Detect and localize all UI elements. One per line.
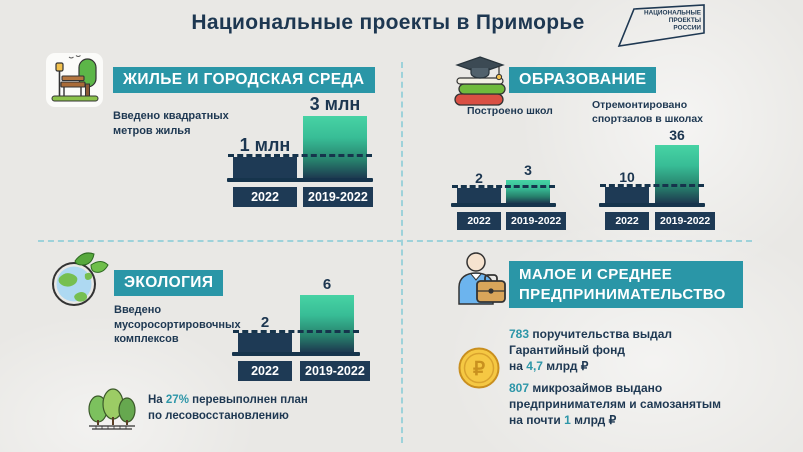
flag-outline-icon: НАЦИОНАЛЬНЫЕ ПРОЕКТЫ РОССИИ — [617, 4, 705, 48]
housing-chart-title: Введено квадратных метров жилья — [113, 110, 229, 137]
text-segment: На — [148, 394, 166, 406]
value-label: 10 — [619, 169, 635, 185]
reference-dashed-line — [452, 185, 555, 188]
category-label-2019-2022: 2019-2022 — [303, 187, 373, 207]
text-segment: микрозаймов выдано — [529, 381, 663, 395]
value-label: 6 — [322, 276, 332, 293]
text-segment: млрд ₽ — [542, 358, 589, 373]
text-segment: предпринимателям и самозанятым — [509, 396, 722, 411]
text-line: предпринимателям и самозанятым — [509, 397, 759, 413]
text-line: На 27% перевыполнен план — [148, 392, 308, 408]
category-axis: 2022 2019-2022 — [605, 212, 716, 230]
chart-baseline — [599, 203, 705, 207]
value-label: 2 — [260, 314, 270, 331]
chart-plot-area: 1 млн 3 млн — [228, 95, 372, 178]
chart-baseline — [451, 203, 556, 207]
category-label-2022: 2022 — [233, 187, 297, 207]
housing-section-header: ЖИЛЬЕ И ГОРОДСКАЯ СРЕДА — [113, 67, 375, 93]
value-label: 3 млн — [309, 94, 361, 114]
category-label-2019-2022: 2019-2022 — [655, 212, 716, 230]
bar-2022 — [457, 188, 501, 203]
ecology-section-header: ЭКОЛОГИЯ — [114, 270, 224, 296]
ruble-coin-icon: ₽ — [458, 347, 500, 389]
reference-dashed-line — [600, 184, 704, 187]
chart-baseline — [232, 352, 360, 356]
sme-section-header: МАЛОЕ И СРЕДНЕЕ ПРЕДПРИНИМАТЕЛЬСТВО — [509, 261, 743, 308]
vertical-dashed-divider — [401, 62, 403, 443]
page-title: Национальные проекты в Приморье — [191, 11, 585, 34]
chart-plot-area: 10 36 — [600, 128, 704, 203]
forest-icon — [86, 386, 138, 432]
education-section-header: ОБРАЗОВАНИЕ — [509, 67, 657, 93]
text-segment: Гарантийный фонд — [509, 342, 625, 357]
horizontal-dashed-divider — [38, 240, 752, 242]
text-segment: поручительства выдал — [529, 327, 672, 341]
bar-2019-2022 — [300, 295, 354, 352]
category-axis: 2022 2019-2022 — [238, 361, 370, 381]
category-label-2022: 2022 — [238, 361, 292, 381]
gyms-bar-chart: 10 36 2022 2019-2022 — [599, 128, 716, 230]
text-segment: на почти — [509, 412, 565, 427]
value-label: 3 — [524, 162, 532, 178]
chart-baseline — [227, 178, 373, 182]
sme-header-line-1: МАЛОЕ И СРЕДНЕЕ — [519, 266, 673, 283]
category-label-2019-2022: 2019-2022 — [506, 212, 567, 230]
category-label-2019-2022: 2019-2022 — [300, 361, 370, 381]
housing-bar-chart: 1 млн 3 млн 2022 2019-2022 — [227, 95, 373, 207]
category-axis: 2022 2019-2022 — [233, 187, 373, 207]
reforestation-note: На 27% перевыполнен план по лесовосстанов… — [148, 392, 308, 424]
sme-header-line-2: ПРЕДПРИНИМАТЕЛЬСТВО — [519, 285, 726, 303]
text-line: на почти 1 млрд ₽ — [509, 413, 759, 429]
waste-bar-chart: 2 6 2022 2019-2022 — [232, 277, 370, 381]
svg-text:₽: ₽ — [473, 359, 485, 380]
text-line: 807 микрозаймов выдано — [509, 381, 759, 397]
globe-leaves-icon — [46, 248, 110, 308]
national-projects-logo: НАЦИОНАЛЬНЫЕ ПРОЕКТЫ РОССИИ — [616, 3, 708, 50]
bar-2019-2022 — [303, 116, 367, 178]
bar-2022 — [605, 187, 649, 203]
accent-value: 807 — [509, 381, 530, 395]
reference-dashed-line — [228, 154, 372, 157]
text-line: по лесовосстановлению — [148, 408, 308, 424]
value-label: 2 — [475, 170, 483, 186]
value-label: 1 млн — [239, 135, 291, 155]
category-label-2022: 2022 — [457, 212, 501, 230]
category-axis: 2022 2019-2022 — [457, 212, 567, 230]
gyms-chart-title: Отремонтировано спортзалов в школах — [592, 99, 703, 125]
park-icon — [45, 50, 105, 110]
accent-value: 1 — [564, 412, 571, 427]
microloans-fact: 807 микрозаймов выдано предпринимателям и… — [509, 381, 759, 428]
waste-chart-title: Введено мусоросортировочных комплексов — [114, 304, 241, 346]
accent-value: 27% — [165, 394, 189, 406]
bar-2019-2022 — [655, 145, 699, 203]
bar-2022 — [233, 157, 297, 178]
text-segment: перевыполнен план — [188, 394, 308, 406]
text-segment: по лесовосстановлению — [148, 410, 289, 423]
value-label: 36 — [669, 127, 685, 143]
text-line: Гарантийный фонд — [509, 343, 759, 359]
svg-text:ПРОЕКТЫ: ПРОЕКТЫ — [669, 17, 701, 24]
schools-chart-title: Построено школ — [467, 105, 553, 117]
schools-bar-chart: 2 3 2022 2019-2022 — [451, 163, 567, 230]
bar-2022 — [238, 333, 292, 352]
books-graduation-cap-icon — [451, 53, 509, 107]
category-label-2022: 2022 — [605, 212, 649, 230]
text-segment: млрд ₽ — [570, 412, 617, 427]
text-segment: на — [509, 358, 527, 373]
svg-text:РОССИИ: РОССИИ — [673, 25, 701, 32]
text-line: 783 поручительства выдал — [509, 327, 759, 343]
svg-text:НАЦИОНАЛЬНЫЕ: НАЦИОНАЛЬНЫЕ — [644, 10, 702, 17]
reference-dashed-line — [233, 330, 359, 333]
accent-value: 4,7 — [526, 358, 543, 373]
businessman-briefcase-icon — [451, 251, 509, 309]
accent-value: 783 — [509, 327, 530, 341]
text-line: на 4,7 млрд ₽ — [509, 359, 759, 375]
guarantee-fund-fact: 783 поручительства выдал Гарантийный фонд… — [509, 327, 759, 374]
